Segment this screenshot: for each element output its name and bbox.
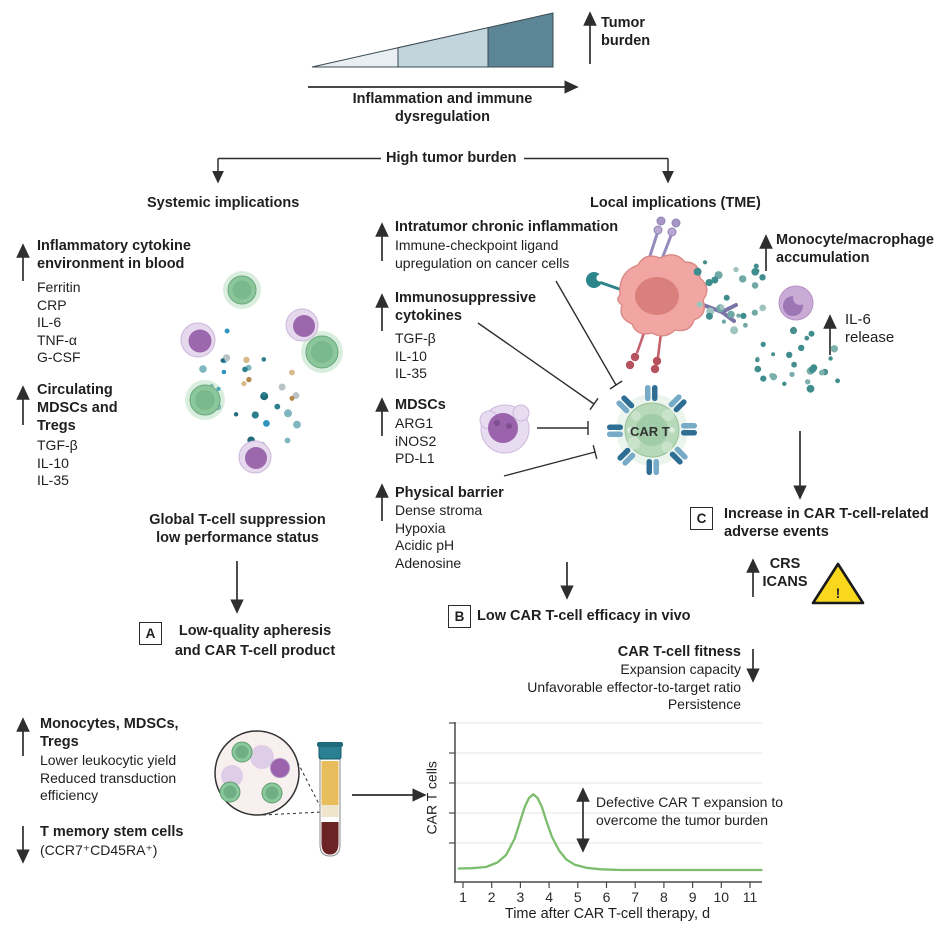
- outcome-b-text: Low CAR T-cell efficacy in vivo: [477, 608, 691, 624]
- svg-text:9: 9: [689, 889, 697, 905]
- svg-text:7: 7: [631, 889, 639, 905]
- car-t-cell-illustration: [607, 385, 697, 475]
- svg-text:6: 6: [603, 889, 611, 905]
- monocytes-mdscs-tregs-title: Monocytes, MDSCs, Tregs: [40, 716, 179, 750]
- svg-text:10: 10: [714, 889, 730, 905]
- purple-cells: [180, 308, 319, 474]
- gradient-arrows: [308, 11, 597, 94]
- increase-decrease-arrows: [16, 222, 837, 864]
- physical-barrier-list: Dense stroma Hypoxia Acidic pH Adenosine: [395, 502, 483, 571]
- chart-x-axis-label: Time after CAR T-cell therapy, d: [504, 906, 711, 922]
- circulating-mdscs-list: TGF-β IL-10 IL-35: [37, 437, 78, 488]
- box-c-label: C: [690, 507, 713, 530]
- immunosuppressive-list: TGF-β IL-10 IL-35: [395, 330, 436, 381]
- monocyte-accumulation-title: Monocyte/macrophage accumulation: [776, 232, 934, 266]
- car-t-fitness-title: CAR T-cell fitness: [617, 644, 741, 660]
- tumor-cell-illustration: [586, 216, 767, 374]
- physical-barrier-title: Physical barrier: [395, 485, 504, 501]
- high-tumor-burden-label: High tumor burden: [386, 150, 517, 166]
- car-t-fitness-block: CAR T-cell fitness Expansion capacity Un…: [460, 643, 741, 714]
- inflammatory-cytokine-title: Inflammatory cytokine environment in blo…: [37, 238, 191, 272]
- car-t-cell-label: CAR T: [630, 424, 670, 439]
- crs-icans-labels: CRS ICANS: [762, 556, 808, 590]
- intratumor-subtitle: Immune-checkpoint ligand upregulation on…: [395, 237, 570, 271]
- t-memory-stem-cells-sub: (CCR7⁺CD45RA⁺): [40, 842, 158, 858]
- outcome-c-text: Increase in CAR T-cell-related adverse e…: [724, 506, 929, 540]
- mdsc-cell-illustration: [479, 404, 530, 454]
- chart-y-axis-label: CAR T cells: [423, 761, 440, 835]
- mdscs-list: ARG1 iNOS2 PD-L1: [395, 415, 437, 466]
- svg-text:2: 2: [488, 889, 496, 905]
- circulating-mdscs-title: Circulating MDSCs and Tregs: [37, 382, 118, 434]
- branch-lines: [212, 157, 674, 184]
- intratumor-title: Intratumor chronic inflammation: [395, 219, 619, 235]
- svg-text:!: !: [836, 585, 841, 601]
- car-t-expansion-chart: 1 2 3 4 5 6 7 8 9 10 11: [449, 722, 763, 905]
- svg-text:8: 8: [660, 889, 668, 905]
- immunosuppressive-title: Immunosuppressive cytokines: [395, 290, 537, 324]
- global-suppression-label: Global T-cell suppression low performanc…: [149, 512, 326, 546]
- chart-annotation: Defective CAR T expansion to overcome th…: [596, 794, 784, 828]
- svg-text:5: 5: [574, 889, 582, 905]
- green-cells: [185, 271, 343, 420]
- flow-arrows: [230, 431, 807, 802]
- mdscs-title: MDSCs: [395, 397, 446, 413]
- svg-text:4: 4: [545, 889, 553, 905]
- inhibition-lines: [477, 280, 623, 477]
- svg-text:11: 11: [743, 889, 758, 905]
- svg-text:3: 3: [517, 889, 525, 905]
- warning-icon: !: [811, 562, 865, 605]
- monocytes-mdscs-tregs-list: Lower leukocytic yield Reduced transduct…: [40, 752, 177, 803]
- box-a-label: A: [139, 622, 162, 645]
- gradient-axis-label: Inflammation and immune dysregulation: [352, 91, 533, 125]
- apheresis-illustration: [214, 730, 343, 857]
- inflammatory-cytokine-list: Ferritin CRP IL-6 TNF-α G-CSF: [37, 279, 81, 365]
- blood-cell-cluster-illustration: [180, 271, 343, 474]
- outcome-a-text: Low-quality apheresis and CAR T-cell pro…: [174, 623, 336, 659]
- svg-text:1: 1: [459, 889, 467, 905]
- local-implications-label: Local implications (TME): [590, 195, 761, 211]
- il6-release-label: IL-6 release: [845, 311, 895, 346]
- monocyte-illustration: [754, 285, 840, 393]
- tumor-burden-label: Tumor burden: [601, 15, 651, 49]
- box-b-label: B: [448, 605, 471, 628]
- t-memory-stem-cells-title: T memory stem cells: [40, 824, 184, 840]
- systemic-implications-label: Systemic implications: [147, 195, 300, 211]
- tumor-burden-gradient-icon: [311, 12, 554, 68]
